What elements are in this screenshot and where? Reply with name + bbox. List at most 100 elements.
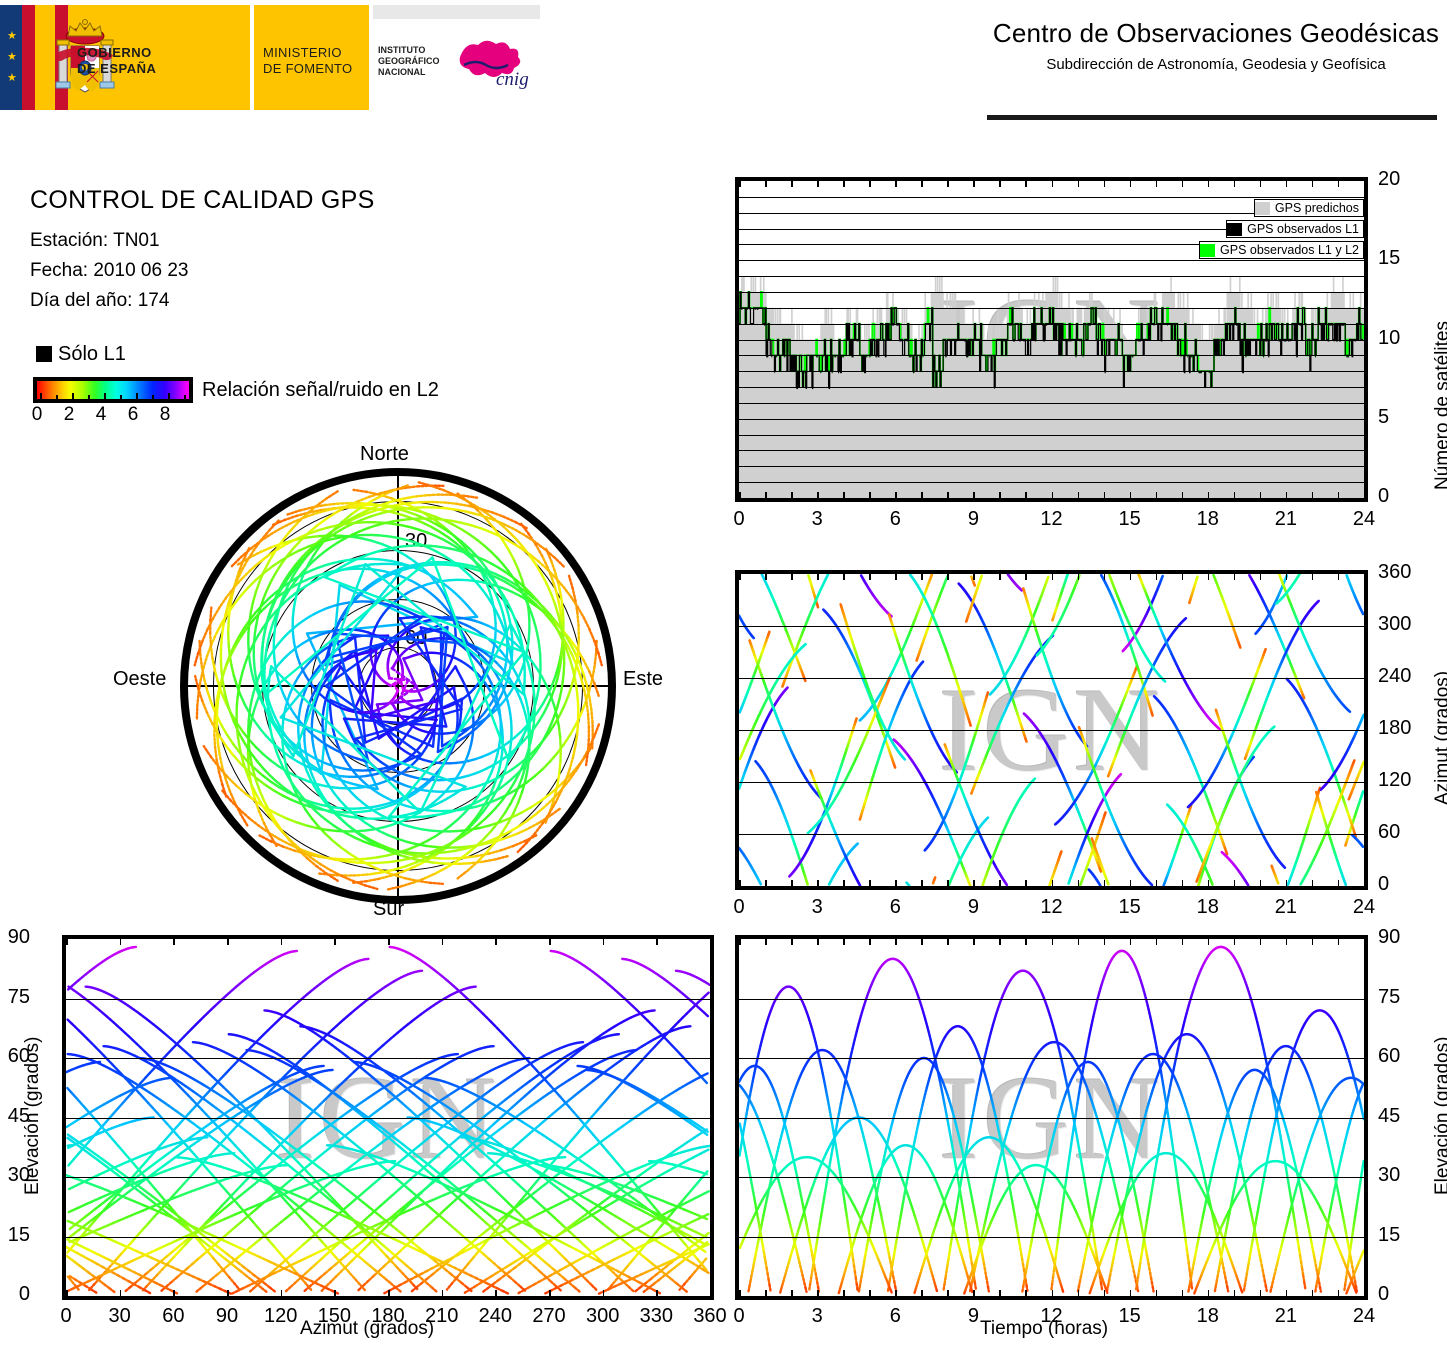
legend-swatch-0 [1254,201,1270,215]
ea-tick [280,1290,283,1296]
ea-xtick-270: 270 [532,1305,566,1327]
satellite-gridline [739,212,1364,214]
et-tick-top [869,939,871,945]
gobierno-label: GOBIERNO DE ESPAÑA [77,45,157,76]
ea-tick-top [66,939,68,945]
satellite-gridline [739,371,1364,373]
et-xtick-15: 15 [1118,1305,1141,1327]
azimuth-tick [895,880,897,886]
et-tick [973,1290,975,1296]
satellite-gridline [739,482,1364,484]
elevation-time-x-axis-label: Tiempo (horas) [980,1318,1109,1339]
colorbar-tick [168,393,170,399]
satellite-legend-item: GPS observados L1 y L2 [1199,241,1364,259]
azimuth-tick-top [765,574,767,580]
satellite-legend-item: GPS predichos [1253,199,1364,217]
et-tick-top [1207,939,1210,945]
satellite-tick-bottom [739,492,741,498]
azimuth-tick-top [843,574,845,580]
ea-tick [710,1290,712,1296]
skyplot-label-north: Norte [360,443,409,465]
colorbar-minor-tick [152,395,154,399]
azimuth-ytick-120: 120 [1378,769,1412,791]
ea-ytick-30: 30 [7,1164,30,1186]
azimuth-tick-top [791,574,793,580]
satellite-tick-bottom [1155,492,1158,498]
only-l1-swatch [36,346,52,362]
only-l1-label: Sólo L1 [58,343,126,365]
legend-label-2: GPS observados L1 y L2 [1220,243,1359,257]
government-logo: ★ ★ ★ GOBIERNO DE ESP [0,5,540,110]
et-tick-top [1337,939,1340,945]
azimuth-plot-y-axis-label: Azimut (grados) [1432,670,1447,805]
elevation-time-gridline [739,998,1364,1000]
azimuth-tick-top [1025,574,1027,580]
spain-flag-red-stripe [22,5,35,110]
ea-tick-top [495,939,497,945]
satellite-tick-top [1051,181,1053,187]
satellite-xtick-0: 0 [733,508,745,530]
et-tick-top [1051,939,1053,945]
et-tick-top [1285,939,1288,945]
et-tick [1077,1290,1080,1296]
ministerio-panel [254,5,369,110]
elevation-azimuth-x-axis-label: Azimut (grados) [300,1318,435,1339]
ea-xtick-330: 330 [639,1305,674,1327]
et-tick [739,1290,741,1296]
colorbar-tick [136,393,138,399]
satellite-gridline [739,260,1364,262]
elevation-azimuth-gridline [66,1177,710,1178]
azimuth-tick [1337,880,1340,886]
ea-tick [549,1290,551,1296]
satellite-tick-top [1155,181,1158,187]
ea-ytick-75: 75 [7,985,30,1008]
legend-label-1: GPS observados L1 [1247,222,1359,236]
ea-tick-top [388,939,390,945]
ea-tick [227,1290,229,1296]
ea-ytick-45: 45 [7,1104,30,1127]
azimuth-tick [1207,880,1210,886]
azimuth-gridline [739,782,1364,783]
satellite-gridline [739,466,1364,468]
et-tick-top [1233,939,1236,945]
colorbar-tick-label: 6 [127,404,139,425]
cnig-logo-icon: cnig [459,40,529,90]
spain-coat-of-arms-icon [55,19,115,93]
ea-tick [173,1290,175,1296]
date-label: Fecha: 2010 06 23 [30,260,189,281]
azimuth-ytick-60: 60 [1378,821,1401,843]
azimuth-ytick-300: 300 [1378,613,1412,635]
azimuth-tick [739,880,741,886]
satellite-xtick-9: 9 [967,508,979,530]
colorbar-minor-tick [88,395,90,399]
satellite-ytick-5: 5 [1378,405,1390,428]
satellite-gridline [739,418,1364,420]
satellite-tick-top [947,181,949,187]
azimuth-tick-top [1259,574,1262,580]
satellite-tick-bottom [843,492,845,498]
azimuth-tick [947,880,949,886]
et-tick [895,1290,897,1296]
report-info: CONTROL DE CALIDAD GPS Estación: TN01 Fe… [30,186,500,316]
elevation-vs-time-plot: IGN [735,935,1368,1300]
satellite-tick-bottom [1364,492,1366,498]
ea-tick-top [710,939,712,945]
elevation-vs-azimuth-plot: IGN [62,935,714,1300]
satellite-tick-bottom [1233,492,1236,498]
skyplot-label-east: Este [623,668,664,690]
satellite-tick-top [843,181,845,187]
eu-star-icon: ★ [7,72,17,84]
satellite-tick-bottom [765,492,767,498]
skyplot-satellite-tracks [193,481,603,891]
satellite-tick-bottom [1285,492,1288,498]
azimuth-xtick-6: 6 [889,896,901,918]
satellite-tick-top [921,181,923,187]
azimuth-tick-top [817,574,819,580]
satellite-tick-top [973,181,975,187]
ea-xtick-30: 30 [108,1305,131,1327]
satellite-xtick-6: 6 [889,508,901,530]
azimuth-tick [973,880,975,886]
satellite-tick-bottom [1207,492,1210,498]
et-tick [1051,1290,1053,1296]
ea-xtick-150: 150 [317,1305,352,1327]
